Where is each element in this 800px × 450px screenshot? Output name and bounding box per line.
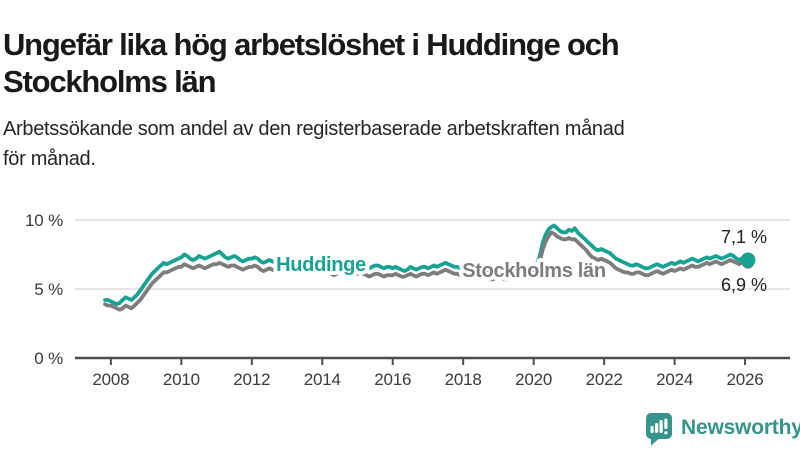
x-axis-tick-label: 2016 bbox=[374, 370, 411, 389]
x-axis-tick-label: 2024 bbox=[656, 370, 693, 389]
x-axis-tick-label: 2014 bbox=[304, 370, 341, 389]
y-axis-tick-label: 10 % bbox=[25, 211, 63, 230]
newsworthy-wordmark: Newsworthy bbox=[681, 416, 800, 439]
chart-axes: 0 % 5 % 10 % 2008 2010 2012 2014 2016 2018 2020 20… bbox=[25, 211, 790, 389]
page-title: Ungefär lika hög arbetslöshet i Huddinge… bbox=[3, 26, 763, 100]
stockholm-end-value-label: 6,9 % bbox=[721, 275, 767, 295]
page-subtitle-line2: för månad. bbox=[3, 148, 96, 170]
newsworthy-icon bbox=[646, 413, 672, 446]
page-subtitle-line1: Arbetssökande som andel av den registerb… bbox=[3, 118, 625, 140]
page-title-line1: Ungefär lika hög arbetslöshet i Huddinge… bbox=[3, 26, 620, 62]
x-axis-tick-label: 2026 bbox=[727, 370, 764, 389]
x-axis-tick-label: 2010 bbox=[163, 370, 200, 389]
page-subtitle: Arbetssökande som andel av den registerb… bbox=[3, 114, 763, 174]
stockholm-line bbox=[103, 230, 750, 312]
page-title-line2: Stockholms län bbox=[3, 63, 217, 99]
huddinge-line bbox=[103, 223, 750, 307]
x-axis-tick-label: 2018 bbox=[445, 370, 482, 389]
y-axis-tick-label: 0 % bbox=[34, 349, 63, 368]
x-axis-tick-label: 2008 bbox=[92, 370, 129, 389]
huddinge-end-value-label: 7,1 % bbox=[721, 227, 767, 247]
huddinge-endpoint-dot bbox=[740, 252, 756, 268]
stockholm-series-label: Stockholms län bbox=[462, 260, 606, 282]
x-axis-tick-label: 2022 bbox=[586, 370, 623, 389]
y-axis-tick-label: 5 % bbox=[34, 280, 63, 299]
x-axis-tick-label: 2012 bbox=[233, 370, 270, 389]
x-axis-tick-label: 2020 bbox=[515, 370, 552, 389]
newsworthy-logo[interactable]: Newsworthy bbox=[645, 413, 800, 446]
huddinge-series-label: Huddinge bbox=[276, 254, 366, 276]
